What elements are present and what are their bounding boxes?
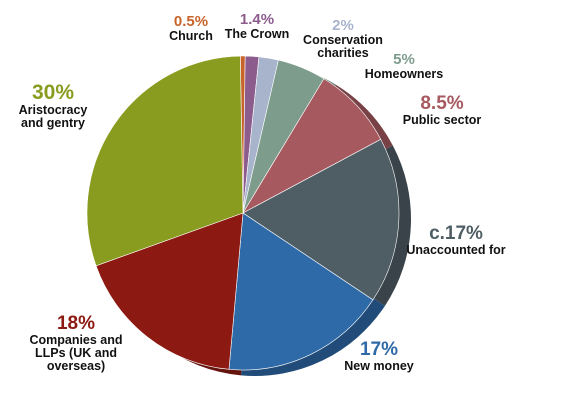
label-unaccounted: c.17% Unaccounted for [400, 224, 512, 257]
label-companies: 18% Companies and LLPs (UK and overseas) [18, 314, 134, 373]
label-conservation-name-line2: charities [317, 45, 369, 60]
label-new-money-value: 17% [359, 339, 399, 360]
label-companies-name-line2: LLPs (UK and [35, 346, 117, 361]
label-crown-value: 1.4% [239, 11, 275, 28]
label-aristocracy-value: 30% [31, 81, 75, 104]
label-homeowners-name: Homeowners [364, 66, 444, 81]
pie-slice-aristocracy-and-gentry [86, 55, 244, 267]
label-new-money-name: New money [344, 358, 414, 373]
pie-slices [86, 55, 400, 371]
label-crown: 1.4% The Crown [218, 12, 296, 41]
label-aristocracy-name-line2: and gentry [21, 116, 85, 131]
pie-slice-public-sector [242, 78, 382, 214]
label-public-sector-name: Public sector [402, 112, 482, 127]
label-aristocracy: 30% Aristocracy and gentry [6, 81, 100, 131]
label-public-sector-value: 8.5% [420, 93, 464, 114]
label-unaccounted-name: Unaccounted for [406, 242, 506, 257]
label-church: 0.5% Church [160, 14, 222, 43]
label-companies-name-line3: overseas) [46, 359, 106, 374]
label-companies-name-line1: Companies and [29, 332, 123, 347]
label-companies-value: 18% [56, 313, 96, 334]
label-conservation: 2% Conservation charities [293, 18, 393, 60]
pie-slice-unaccounted-for [242, 138, 400, 301]
label-church-name: Church [169, 28, 213, 43]
pie-slice-companies-and-llps-uk-and-overseas [95, 212, 244, 370]
label-new-money: 17% New money [334, 340, 424, 373]
label-conservation-name-line1: Conservation [303, 32, 383, 47]
label-crown-name: The Crown [224, 26, 290, 41]
label-conservation-value: 2% [332, 17, 354, 34]
label-unaccounted-value: c.17% [429, 223, 483, 244]
label-homeowners-value: 5% [393, 51, 415, 68]
pie-slice-new-money [228, 212, 374, 371]
label-homeowners: 5% Homeowners [356, 52, 452, 81]
label-church-value: 0.5% [173, 13, 209, 30]
label-public-sector: 8.5% Public sector [392, 94, 492, 127]
label-aristocracy-name-line1: Aristocracy [18, 103, 88, 118]
